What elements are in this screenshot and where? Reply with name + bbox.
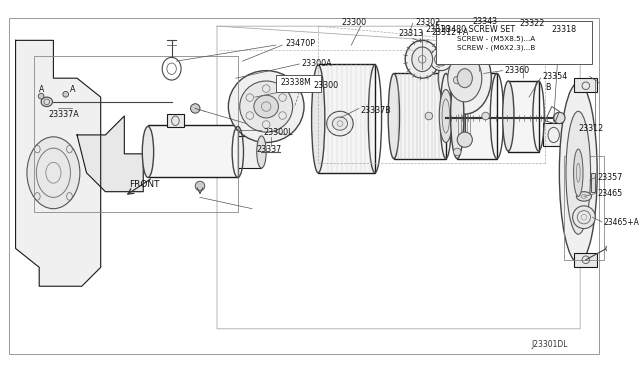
Bar — [573, 253, 597, 267]
Bar — [543, 123, 564, 146]
Ellipse shape — [63, 92, 68, 97]
Text: A: A — [38, 85, 44, 94]
Text: 23470P: 23470P — [285, 39, 315, 48]
Ellipse shape — [228, 71, 304, 142]
Ellipse shape — [195, 181, 205, 191]
Ellipse shape — [254, 95, 278, 118]
Text: 23318: 23318 — [552, 25, 577, 35]
Ellipse shape — [405, 40, 439, 78]
Text: 23300: 23300 — [314, 81, 339, 90]
Ellipse shape — [439, 90, 452, 142]
Ellipse shape — [605, 246, 611, 251]
Text: 23465: 23465 — [597, 189, 623, 198]
Text: B: B — [545, 83, 550, 92]
Bar — [508, 81, 538, 152]
Ellipse shape — [435, 53, 448, 66]
Ellipse shape — [430, 48, 452, 71]
Ellipse shape — [257, 136, 266, 168]
Ellipse shape — [554, 112, 565, 124]
Ellipse shape — [191, 104, 200, 113]
Bar — [276, 76, 321, 92]
Text: 23302: 23302 — [415, 18, 441, 27]
Text: 23300A: 23300A — [301, 58, 332, 68]
Ellipse shape — [573, 149, 583, 196]
Ellipse shape — [559, 83, 597, 263]
Bar — [35, 57, 238, 212]
Text: FRONT: FRONT — [129, 180, 159, 189]
Ellipse shape — [566, 111, 591, 234]
Bar — [318, 64, 375, 173]
Ellipse shape — [577, 192, 591, 201]
Bar — [564, 156, 604, 260]
Bar — [573, 78, 597, 92]
Text: 23300: 23300 — [342, 18, 367, 27]
Text: 23337B: 23337B — [361, 106, 392, 115]
Text: 23480 SCREW SET: 23480 SCREW SET — [441, 25, 515, 33]
Bar — [148, 125, 238, 177]
Ellipse shape — [312, 65, 325, 173]
Ellipse shape — [425, 112, 433, 120]
Bar — [457, 73, 497, 158]
Polygon shape — [15, 40, 100, 286]
Ellipse shape — [326, 111, 353, 136]
Ellipse shape — [332, 117, 348, 130]
Text: 23322: 23322 — [520, 19, 545, 28]
Ellipse shape — [451, 73, 464, 158]
Ellipse shape — [457, 69, 472, 88]
Text: 23313: 23313 — [399, 29, 424, 38]
Bar — [394, 73, 446, 158]
Text: 23357: 23357 — [597, 173, 623, 182]
Ellipse shape — [38, 93, 44, 99]
Bar — [436, 22, 593, 64]
Ellipse shape — [502, 81, 514, 151]
Ellipse shape — [240, 81, 292, 132]
Text: SCREW - (M6X2.3)...B: SCREW - (M6X2.3)...B — [457, 45, 536, 51]
Ellipse shape — [482, 112, 490, 120]
Ellipse shape — [438, 42, 492, 114]
Ellipse shape — [454, 148, 461, 156]
Bar — [238, 136, 262, 168]
Ellipse shape — [573, 206, 595, 228]
Text: 23337: 23337 — [257, 145, 282, 154]
Ellipse shape — [41, 97, 52, 106]
Text: 23310: 23310 — [425, 25, 450, 33]
Text: 23354: 23354 — [542, 72, 568, 81]
Text: 23360: 23360 — [504, 66, 530, 75]
Ellipse shape — [142, 126, 154, 177]
Ellipse shape — [454, 76, 461, 84]
Text: J23301DL: J23301DL — [531, 340, 568, 349]
Polygon shape — [77, 116, 143, 192]
Bar — [167, 114, 184, 127]
Text: SCREW - (M5X8.5)...A: SCREW - (M5X8.5)...A — [457, 35, 536, 42]
Ellipse shape — [412, 47, 433, 71]
Text: 23337A: 23337A — [49, 110, 79, 119]
Text: 23338M: 23338M — [280, 78, 311, 87]
Text: 23312: 23312 — [579, 124, 604, 133]
Ellipse shape — [448, 55, 482, 102]
Text: 23312+A: 23312+A — [432, 28, 469, 37]
Text: A: A — [70, 85, 75, 94]
Bar — [591, 173, 595, 192]
Text: 23343: 23343 — [472, 17, 497, 26]
Text: 23465+A: 23465+A — [604, 218, 640, 227]
Ellipse shape — [388, 73, 399, 158]
Ellipse shape — [457, 132, 472, 147]
Ellipse shape — [27, 137, 80, 209]
Text: 23300L: 23300L — [263, 128, 293, 137]
